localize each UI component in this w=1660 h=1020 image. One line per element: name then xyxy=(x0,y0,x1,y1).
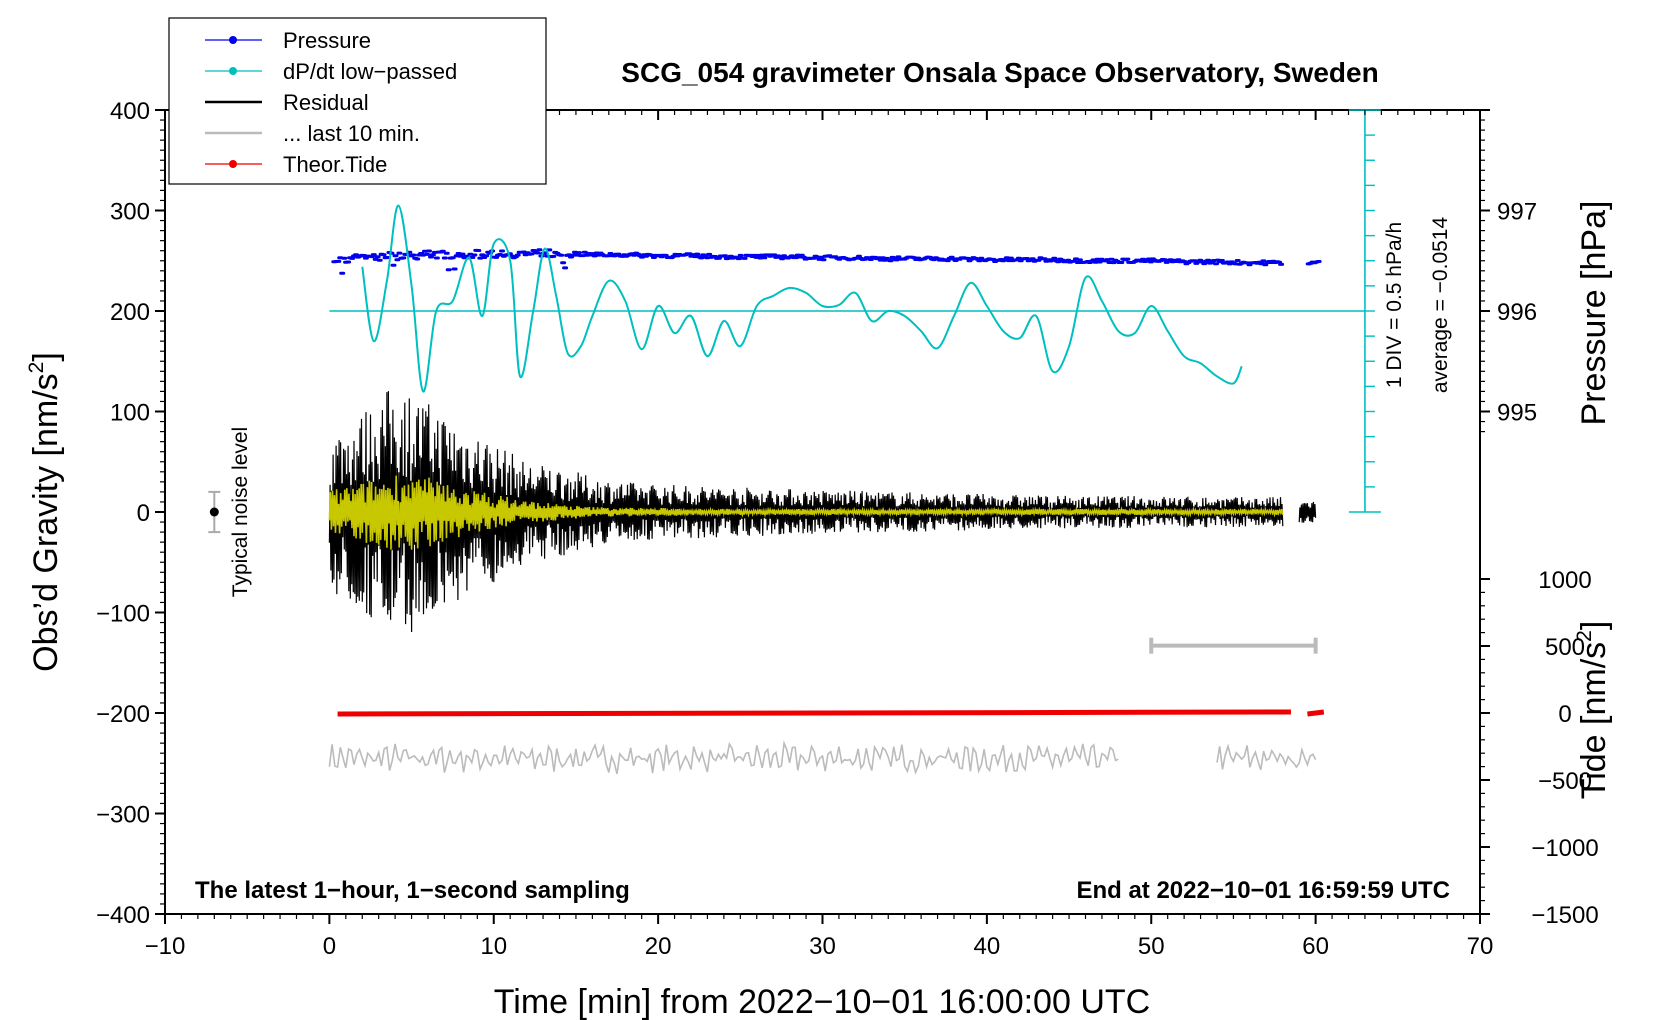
tide-axis-label-sup: 2 xyxy=(1573,630,1596,642)
legend-label: ... last 10 min. xyxy=(283,121,420,146)
y-tick-label: 200 xyxy=(110,299,150,326)
x-tick-label: 50 xyxy=(1138,933,1165,960)
x-axis-ticks: −10 0 10 20 30 40 50 60 70 xyxy=(145,110,1494,960)
series-layer xyxy=(328,204,1325,775)
x-tick-label: 40 xyxy=(974,933,1001,960)
dpdt-scale-layer xyxy=(1348,109,1381,513)
legend-label: dP/dt low−passed xyxy=(283,59,457,84)
tide-axis-label: Tide [nm/s2] xyxy=(1573,621,1613,800)
y-tick-label: −100 xyxy=(96,601,150,628)
last10-line-1 xyxy=(1216,743,1317,770)
pressure-tick-label: 997 xyxy=(1497,199,1537,226)
x-tick-label: 60 xyxy=(1302,933,1329,960)
x-tick-label: −10 xyxy=(145,933,186,960)
residual-lowpass-line xyxy=(328,475,1284,550)
dpdt-line xyxy=(361,204,1243,393)
x-tick-label: 30 xyxy=(809,933,836,960)
legend-label: Theor.Tide xyxy=(283,152,387,177)
y-tick-label: −400 xyxy=(96,902,150,929)
legend-marker-0 xyxy=(229,36,237,44)
y-tick-label: −200 xyxy=(96,701,150,728)
last10-line-0 xyxy=(328,740,1119,775)
marker-layer xyxy=(208,490,221,534)
y-axis-label: Obs’d Gravity [nm/s2] xyxy=(25,352,65,672)
pressure-tick-label: 995 xyxy=(1497,400,1537,427)
tide-tick-label: −500 xyxy=(1538,768,1592,795)
y-axis-label-main: Obs’d Gravity [nm/s xyxy=(27,373,65,672)
tide-segment-0 xyxy=(337,709,1291,717)
div-scale-label: 1 DIV = 0.5 hPa/h xyxy=(1383,222,1406,388)
tide-tick-label: 0 xyxy=(1558,701,1571,728)
chart-title: SCG_054 gravimeter Onsala Space Observat… xyxy=(621,57,1378,88)
y-tick-label: 300 xyxy=(110,199,150,226)
legend-marker-4 xyxy=(229,160,237,168)
tide-axis-label-main: Tide [nm/s xyxy=(1575,642,1613,799)
y-tick-label: 400 xyxy=(110,98,150,125)
tide-axis-label-end: ] xyxy=(1575,621,1613,630)
x-tick-label: 0 xyxy=(323,933,336,960)
pressure-tick-label: 996 xyxy=(1497,299,1537,326)
y-axis-ticks: 400 300 200 100 0 −100 −200 −300 −400 xyxy=(96,98,165,929)
tide-tick-label: −1500 xyxy=(1531,902,1598,929)
x-tick-label: 10 xyxy=(480,933,507,960)
tide-tick-label: 500 xyxy=(1545,634,1585,661)
x-axis-label: Time [min] from 2022−10−01 16:00:00 UTC xyxy=(494,983,1150,1020)
pressure-axis-label: Pressure [hPa] xyxy=(1575,201,1613,426)
tide-tick-label: 1000 xyxy=(1538,567,1591,594)
pressure-axis-ticks: 997 996 995 xyxy=(1480,109,1537,433)
noise-level-label: Typical noise level xyxy=(229,427,252,597)
y-axis-label-end: ] xyxy=(27,352,65,361)
average-label: average = −0.0514 xyxy=(1429,217,1452,394)
pressure-points xyxy=(331,248,1322,275)
y-tick-label: 0 xyxy=(137,500,150,527)
sampling-annotation: The latest 1−hour, 1−second sampling xyxy=(195,877,630,904)
y-tick-label: 100 xyxy=(110,400,150,427)
end-time-annotation: End at 2022−10−01 16:59:59 UTC xyxy=(1076,877,1450,904)
tide-axis-ticks: 1000 500 0 −500 −1000 −1500 xyxy=(1480,567,1599,929)
legend-marker-1 xyxy=(229,67,237,75)
residual-line-tail xyxy=(1298,501,1317,523)
noise-bar-dot xyxy=(209,507,219,517)
y-tick-label: −300 xyxy=(96,802,150,829)
y-axis-label-sup: 2 xyxy=(25,362,48,374)
tide-tick-label: −1000 xyxy=(1531,835,1598,862)
x-tick-label: 70 xyxy=(1467,933,1494,960)
x-tick-label: 20 xyxy=(645,933,672,960)
legend: Pressure dP/dt low−passed Residual ... last… xyxy=(168,17,547,185)
legend-label: Residual xyxy=(283,90,369,115)
legend-label: Pressure xyxy=(283,28,371,53)
tide-segment-1 xyxy=(1307,709,1325,717)
